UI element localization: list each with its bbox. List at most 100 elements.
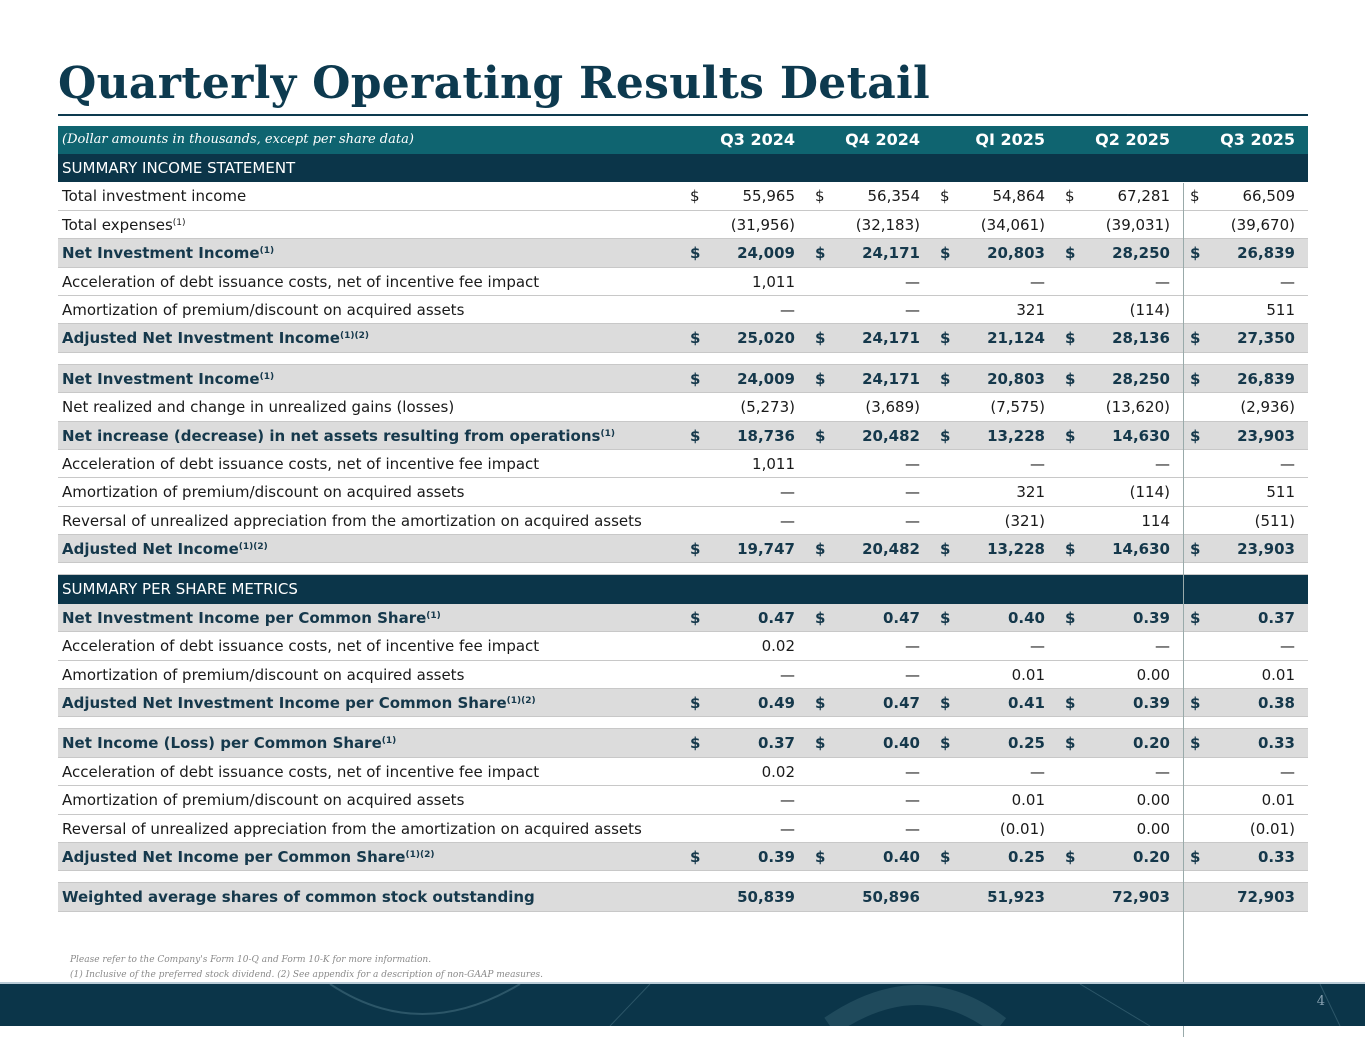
table-row: Net Investment Income(1) $24,009 $24,171 $2…: [58, 239, 1308, 268]
value-cell: —: [780, 511, 795, 530]
page-title: Quarterly Operating Results Detail: [58, 58, 931, 109]
currency-symbol: $: [690, 608, 701, 627]
footnote-marker: (1)(2): [339, 331, 369, 342]
value-cell: 0.37: [1257, 608, 1295, 627]
value-cell: 0.47: [882, 694, 920, 713]
currency-symbol: $: [940, 187, 950, 206]
currency-symbol: $: [1065, 187, 1075, 206]
currency-symbol: $: [1065, 369, 1076, 388]
currency-symbol: $: [690, 847, 701, 866]
footnote-marker: (1): [426, 610, 441, 621]
table-row: Amortization of premium/discount on acqu…: [58, 296, 1308, 325]
currency-symbol: $: [1065, 426, 1076, 445]
currency-symbol: $: [1190, 369, 1201, 388]
value-cell: 0.01: [1261, 665, 1295, 684]
value-cell: (7,575): [990, 398, 1045, 417]
row-label-text: Weighted average shares of common stock …: [62, 888, 535, 907]
row-label-text: Net increase (decrease) in net assets re…: [62, 426, 601, 445]
value-cell: 321: [1016, 483, 1045, 502]
row-label: Adjusted Net Investment Income(1)(2): [62, 324, 369, 352]
value-cell: 66,509: [1242, 187, 1296, 206]
value-cell: 72,903: [1112, 888, 1170, 907]
value-cell: 0.40: [882, 847, 920, 866]
currency-symbol: $: [815, 847, 826, 866]
table-header-row: (Dollar amounts in thousands, except per…: [58, 126, 1308, 154]
row-label: Amortization of premium/discount on acqu…: [62, 661, 464, 689]
row-label: Reversal of unrealized appreciation from…: [62, 507, 642, 535]
currency-symbol: $: [940, 734, 951, 753]
row-label-text: Adjusted Net Investment Income: [62, 329, 340, 348]
currency-symbol: $: [1190, 244, 1201, 263]
value-cell: (0.01): [1249, 819, 1295, 838]
value-cell: —: [905, 483, 920, 502]
row-label-text: SUMMARY PER SHARE METRICS: [62, 580, 298, 599]
currency-symbol: $: [1065, 847, 1076, 866]
value-cell: 0.40: [1007, 608, 1045, 627]
table-row: Acceleration of debt issuance costs, net…: [58, 450, 1308, 479]
value-cell: 54,864: [992, 187, 1046, 206]
currency-symbol: $: [690, 329, 701, 348]
operating-results-table: (Dollar amounts in thousands, except per…: [58, 126, 1308, 1037]
value-cell: 24,171: [862, 369, 920, 388]
row-label: Net Income (Loss) per Common Share(1): [62, 729, 396, 757]
value-cell: 0.39: [1132, 608, 1170, 627]
currency-symbol: $: [690, 426, 701, 445]
value-cell: 27,350: [1237, 329, 1295, 348]
currency-symbol: $: [1190, 426, 1201, 445]
value-cell: 25,020: [737, 329, 795, 348]
value-cell: 0.25: [1007, 847, 1045, 866]
value-cell: 0.39: [757, 847, 795, 866]
column-header-q3-2024: Q3 2024: [720, 130, 795, 149]
currency-symbol: $: [1190, 694, 1201, 713]
currency-symbol: $: [815, 187, 825, 206]
value-cell: —: [905, 665, 920, 684]
value-cell: 114: [1141, 511, 1170, 530]
value-cell: —: [1030, 762, 1045, 781]
footnote-marker: (1): [259, 246, 275, 257]
decorative-arcs: [329, 984, 1341, 1026]
currency-symbol: $: [1190, 540, 1201, 559]
row-label: Net Investment Income(1): [62, 365, 274, 393]
row-label: SUMMARY PER SHARE METRICS: [62, 575, 298, 603]
value-cell: 51,923: [987, 888, 1045, 907]
value-cell: 50,896: [862, 888, 920, 907]
currency-symbol: $: [1190, 329, 1201, 348]
column-header-q2-2025: Q2 2025: [1095, 130, 1170, 149]
column-divider: [1183, 183, 1184, 1037]
currency-symbol: $: [940, 608, 951, 627]
currency-symbol: $: [815, 608, 826, 627]
table-row: Total expenses(1) (31,956) (32,183) (34,061…: [58, 211, 1308, 240]
row-label: Acceleration of debt issuance costs, net…: [62, 632, 539, 660]
value-cell: 511: [1266, 300, 1295, 319]
value-cell: 0.37: [757, 734, 795, 753]
table-row: Net realized and change in unrealized ga…: [58, 393, 1308, 422]
value-cell: 0.00: [1136, 665, 1170, 684]
row-label-text: Acceleration of debt issuance costs, net…: [62, 637, 540, 656]
currency-symbol: $: [1065, 608, 1076, 627]
footnote: (1) Inclusive of the preferred stock div…: [70, 970, 544, 980]
currency-symbol: $: [1190, 847, 1201, 866]
row-spacer: [58, 563, 1308, 576]
currency-symbol: $: [815, 694, 826, 713]
value-cell: (3,689): [865, 398, 920, 417]
table-row: Weighted average shares of common stock …: [58, 883, 1308, 912]
row-label: Total investment income: [62, 182, 246, 210]
value-cell: —: [905, 819, 920, 838]
currency-symbol: $: [690, 187, 700, 206]
row-label: Net increase (decrease) in net assets re…: [62, 422, 615, 450]
value-cell: —: [780, 483, 795, 502]
currency-symbol: $: [815, 369, 826, 388]
row-label: Acceleration of debt issuance costs, net…: [62, 450, 539, 478]
row-spacer: [58, 717, 1308, 730]
row-label-text: Net Investment Income per Common Share: [62, 608, 427, 627]
currency-symbol: $: [940, 847, 951, 866]
footnote-marker: (1)(2): [405, 849, 435, 860]
currency-symbol: $: [690, 244, 701, 263]
value-cell: 1,011: [752, 454, 795, 473]
row-label-text: SUMMARY INCOME STATEMENT: [62, 159, 296, 177]
value-cell: —: [905, 300, 920, 319]
currency-symbol: $: [1065, 540, 1076, 559]
value-cell: —: [905, 454, 920, 473]
value-cell: 56,354: [867, 187, 921, 206]
table-row: Adjusted Net Income per Common Share(1)(…: [58, 842, 1308, 872]
